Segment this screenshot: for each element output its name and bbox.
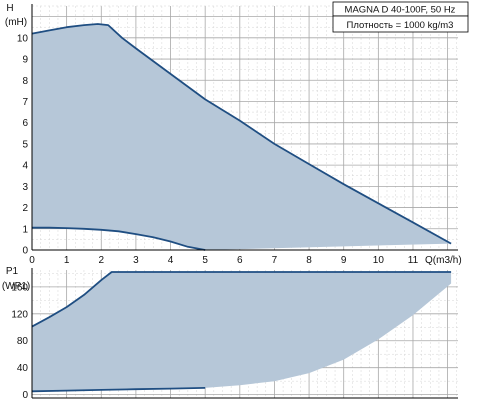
power-y-tick-label: 160 [11, 282, 28, 293]
x-tick-label: 3 [133, 255, 139, 266]
power-y-tick-label: 40 [17, 363, 29, 374]
power-y-tick-label: 80 [17, 336, 29, 347]
power-operating-area [32, 272, 452, 392]
head-y-tick-label: 10 [17, 33, 29, 44]
power-panel: 0 40 80 120 160 P1 (WP1) [2, 266, 458, 400]
x-tick-label: 6 [237, 255, 243, 266]
head-min-curve [32, 226, 206, 251]
head-y-ticks: 0 1 2 3 4 5 6 7 8 9 10 [17, 33, 29, 256]
info-density-box [332, 15, 469, 33]
power-ylabel-unit: (WP1) [2, 281, 30, 292]
power-max-curve [31, 271, 452, 328]
x-tick-label: 7 [272, 255, 278, 266]
power-y-tick-label: 120 [11, 309, 28, 320]
power-ylabel-top: P1 [6, 266, 19, 277]
x-tick-label: 11 [408, 255, 419, 266]
head-area-layer [32, 24, 452, 250]
head-y-tick-label: 5 [22, 139, 28, 150]
x-tick-label: 4 [168, 255, 174, 266]
power-y-tick-label: 0 [22, 390, 28, 400]
info-box: MAGNA D 40-100F, 50 Hz Плотность = 1000 … [332, 1, 469, 33]
x-tick-label: 2 [98, 255, 104, 266]
x-tick-label: 10 [373, 255, 385, 266]
x-tick-label: 0 [29, 255, 35, 266]
info-title: MAGNA D 40-100F, 50 Hz [345, 5, 456, 16]
head-y-tick-label: 6 [22, 118, 28, 129]
head-curves [31, 23, 452, 251]
head-y-tick-label: 8 [22, 76, 28, 87]
head-max-curve [31, 23, 452, 245]
info-density: Плотность = 1000 kg/m3 [347, 20, 454, 31]
head-y-tick-label: 9 [22, 55, 28, 66]
head-y-tick-label: 1 [22, 224, 28, 235]
head-ylabel-top: H [6, 3, 13, 14]
power-curves [31, 271, 452, 393]
power-area-layer [32, 272, 452, 392]
head-x-ticks: 0 1 2 3 4 5 6 7 8 9 10 11 [29, 255, 418, 266]
head-panel: 0 1 2 3 4 5 6 7 8 9 10 11 0 1 2 3 4 5 6 7 8 9 10 H (mH) Q(m3/… [5, 1, 469, 266]
x-axis-label: Q(m3/h) [425, 255, 462, 266]
head-ylabel-unit: (mH) [5, 17, 27, 28]
head-y-tick-label: 2 [22, 203, 28, 214]
x-tick-label: 5 [202, 255, 208, 266]
head-operating-area [32, 24, 452, 250]
x-tick-label: 1 [64, 255, 70, 266]
x-tick-label: 8 [306, 255, 312, 266]
power-axes [31, 268, 458, 399]
head-y-tick-label: 0 [22, 246, 28, 257]
power-min-curve [31, 387, 206, 393]
head-y-tick-label: 4 [22, 161, 28, 172]
head-y-tick-label: 3 [22, 182, 28, 193]
power-y-ticks: 0 40 80 120 160 [11, 282, 28, 400]
x-tick-label: 9 [341, 255, 347, 266]
head-y-tick-label: 7 [22, 97, 28, 108]
head-axes [31, 4, 458, 251]
